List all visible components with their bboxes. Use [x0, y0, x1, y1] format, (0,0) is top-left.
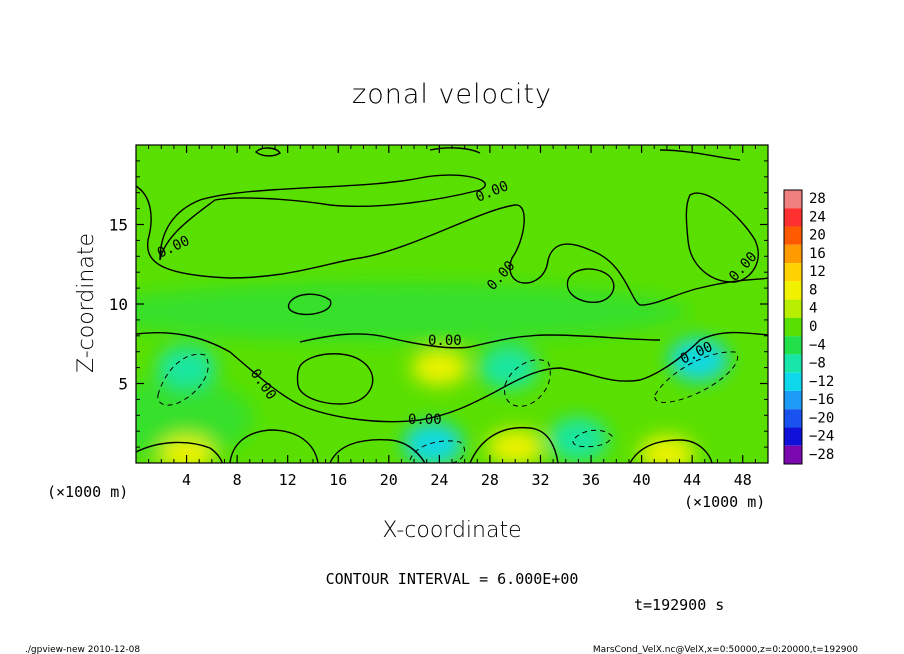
x-tick-label: 24 — [430, 471, 448, 489]
colorbar-label: −20 — [809, 410, 834, 426]
colorbar-label: 12 — [809, 264, 826, 280]
colorbar-segment — [784, 190, 802, 209]
colorbar-label: 16 — [809, 246, 826, 262]
colorbar-label: −16 — [809, 392, 834, 408]
contour-label: 0.00 — [408, 412, 442, 428]
x-tick-label: 16 — [329, 471, 347, 489]
colorbar-label: 20 — [809, 228, 826, 244]
colorbar-label: −28 — [809, 447, 834, 463]
colorbar-label: −12 — [809, 374, 834, 390]
colorbar-segment — [784, 244, 802, 264]
colorbar-segment — [784, 409, 802, 428]
x-tick-label: 4 — [182, 471, 191, 489]
zero-contour-blob-b — [685, 192, 759, 283]
y-tick-label: 15 — [109, 216, 128, 235]
field-positive-2 — [638, 435, 695, 463]
neg-contour-5 — [572, 429, 613, 448]
colorbar-label: 4 — [809, 301, 817, 317]
field-negative-4 — [156, 345, 217, 390]
colorbar-label: 8 — [809, 282, 817, 298]
y-tick-label: 10 — [109, 295, 128, 314]
neg-contour-2 — [503, 359, 551, 407]
negative-contours — [157, 351, 738, 463]
field-negative-5 — [478, 345, 539, 390]
time-text: t=192900 s — [634, 596, 724, 614]
colorbar-segment — [784, 336, 802, 355]
colorbar-segment — [784, 263, 802, 282]
zero-contour-upper — [136, 185, 768, 306]
colorbar-label: −8 — [809, 356, 826, 372]
x-tick-label: 20 — [380, 471, 398, 489]
x-tick-label: 12 — [279, 471, 297, 489]
zero-contour-low — [136, 426, 713, 463]
colorbar-label: −4 — [809, 337, 826, 353]
chart-title: zonal velocity — [352, 79, 552, 110]
zero-contour-mid — [136, 331, 768, 423]
field-negative-7 — [403, 421, 464, 463]
colorbar-label: 24 — [809, 209, 826, 225]
x-axis-ticks: 4 8 12 16 20 24 28 32 36 40 44 48 — [148, 145, 756, 489]
x-tick-label: 28 — [481, 471, 499, 489]
footer-right: MarsCond_VelX.nc@VelX,x=0:50000,z=0:2000… — [593, 645, 858, 654]
neg-contour-1 — [157, 353, 209, 406]
colorbar-segment — [784, 299, 802, 318]
colorbar-segment — [784, 226, 802, 245]
colorbar-segment — [784, 317, 802, 337]
contour-label: 0.00 — [428, 333, 462, 349]
neg-contour-4 — [409, 440, 465, 463]
contour-interval-text: CONTOUR INTERVAL = 6.000E+00 — [326, 570, 579, 588]
y-axis-ticks: 5 10 15 — [109, 160, 768, 448]
footer-left: ./gpview-new 2010-12-08 — [25, 645, 140, 654]
colorbar-label: 0 — [809, 319, 817, 335]
colorbar: 28 24 20 16 12 8 4 0 −4 −8 −12 −16 −20 −24 −28 — [783, 189, 834, 465]
zero-contour-blob-a — [159, 174, 487, 261]
x-tick-label: 44 — [683, 471, 701, 489]
colorbar-segment — [784, 208, 802, 227]
x-axis-title: X-coordinate — [382, 518, 521, 543]
neg-contour-3 — [654, 351, 738, 403]
contour-field: 0.00 0.00 0.00 0.00 0.00 0.00 0.00 0.00 — [136, 145, 768, 463]
field-region — [136, 281, 689, 342]
x-tick-label: 8 — [233, 471, 242, 489]
x-tick-label: 48 — [734, 471, 752, 489]
colorbar-segment — [784, 281, 802, 300]
x-unit-label-right: (×1000 m) — [684, 493, 765, 511]
x-tick-label: 40 — [633, 471, 651, 489]
zero-contour-mid-2 — [299, 333, 661, 349]
colorbar-segment — [784, 354, 802, 373]
y-tick-label: 5 — [118, 375, 128, 394]
x-tick-label: 36 — [582, 471, 600, 489]
y-axis-title: Z-coordinate — [74, 233, 99, 373]
x-tick-label: 32 — [531, 471, 549, 489]
zero-contour-ring-b — [566, 268, 615, 303]
colorbar-segment — [784, 445, 802, 464]
field-positive-0 — [411, 349, 468, 386]
field-region — [136, 378, 254, 459]
zero-contour-ring-a — [296, 353, 374, 405]
field-negative-8 — [548, 417, 609, 462]
colorbar-segment — [784, 390, 802, 410]
colorbar-frame — [783, 189, 803, 465]
zero-contours — [136, 147, 768, 463]
x-unit-label-left: (×1000 m) — [47, 483, 128, 501]
colorbar-segment — [784, 427, 802, 446]
field-positive-1 — [487, 429, 544, 463]
field-positive-3 — [158, 435, 215, 463]
colorbar-label: 28 — [809, 191, 826, 207]
zero-contour-ring-c — [287, 293, 332, 316]
colorbar-label: −24 — [809, 429, 834, 445]
colorbar-segment — [784, 372, 802, 391]
